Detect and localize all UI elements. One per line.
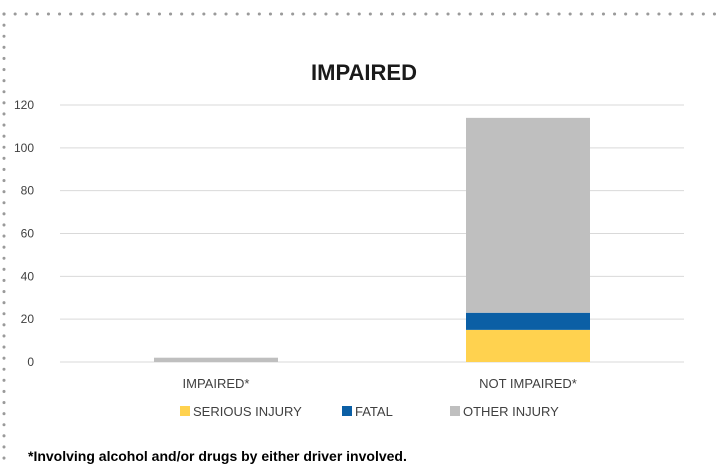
y-tick-label: 20 [21, 312, 35, 326]
legend: SERIOUS INJURY FATAL OTHER INJURY [180, 404, 559, 419]
legend-swatch [342, 406, 352, 416]
footnote: *Involving alcohol and/or drugs by eithe… [28, 448, 407, 464]
x-tick-label: IMPAIRED* [183, 376, 250, 391]
y-tick-label: 60 [21, 227, 35, 241]
y-tick-label: 40 [21, 269, 35, 283]
bars [154, 117, 590, 362]
x-axis: IMPAIRED* NOT IMPAIRED* [183, 376, 577, 391]
bar-segment [466, 312, 590, 330]
y-axis: 0 20 40 60 80 100 120 [14, 98, 34, 369]
legend-swatch [450, 406, 460, 416]
legend-label: FATAL [355, 404, 393, 419]
y-tick-label: 100 [14, 141, 34, 155]
y-tick-label: 80 [21, 184, 35, 198]
legend-label: SERIOUS INJURY [193, 404, 302, 419]
bar-segment [466, 329, 590, 362]
y-tick-label: 0 [27, 355, 34, 369]
legend-label: OTHER INJURY [463, 404, 559, 419]
bar-segment [154, 357, 278, 362]
legend-swatch [180, 406, 190, 416]
bar-segment [466, 117, 590, 313]
chart-title: IMPAIRED [311, 60, 417, 85]
gridlines [60, 104, 684, 363]
y-tick-label: 120 [14, 98, 34, 112]
x-tick-label: NOT IMPAIRED* [479, 376, 577, 391]
